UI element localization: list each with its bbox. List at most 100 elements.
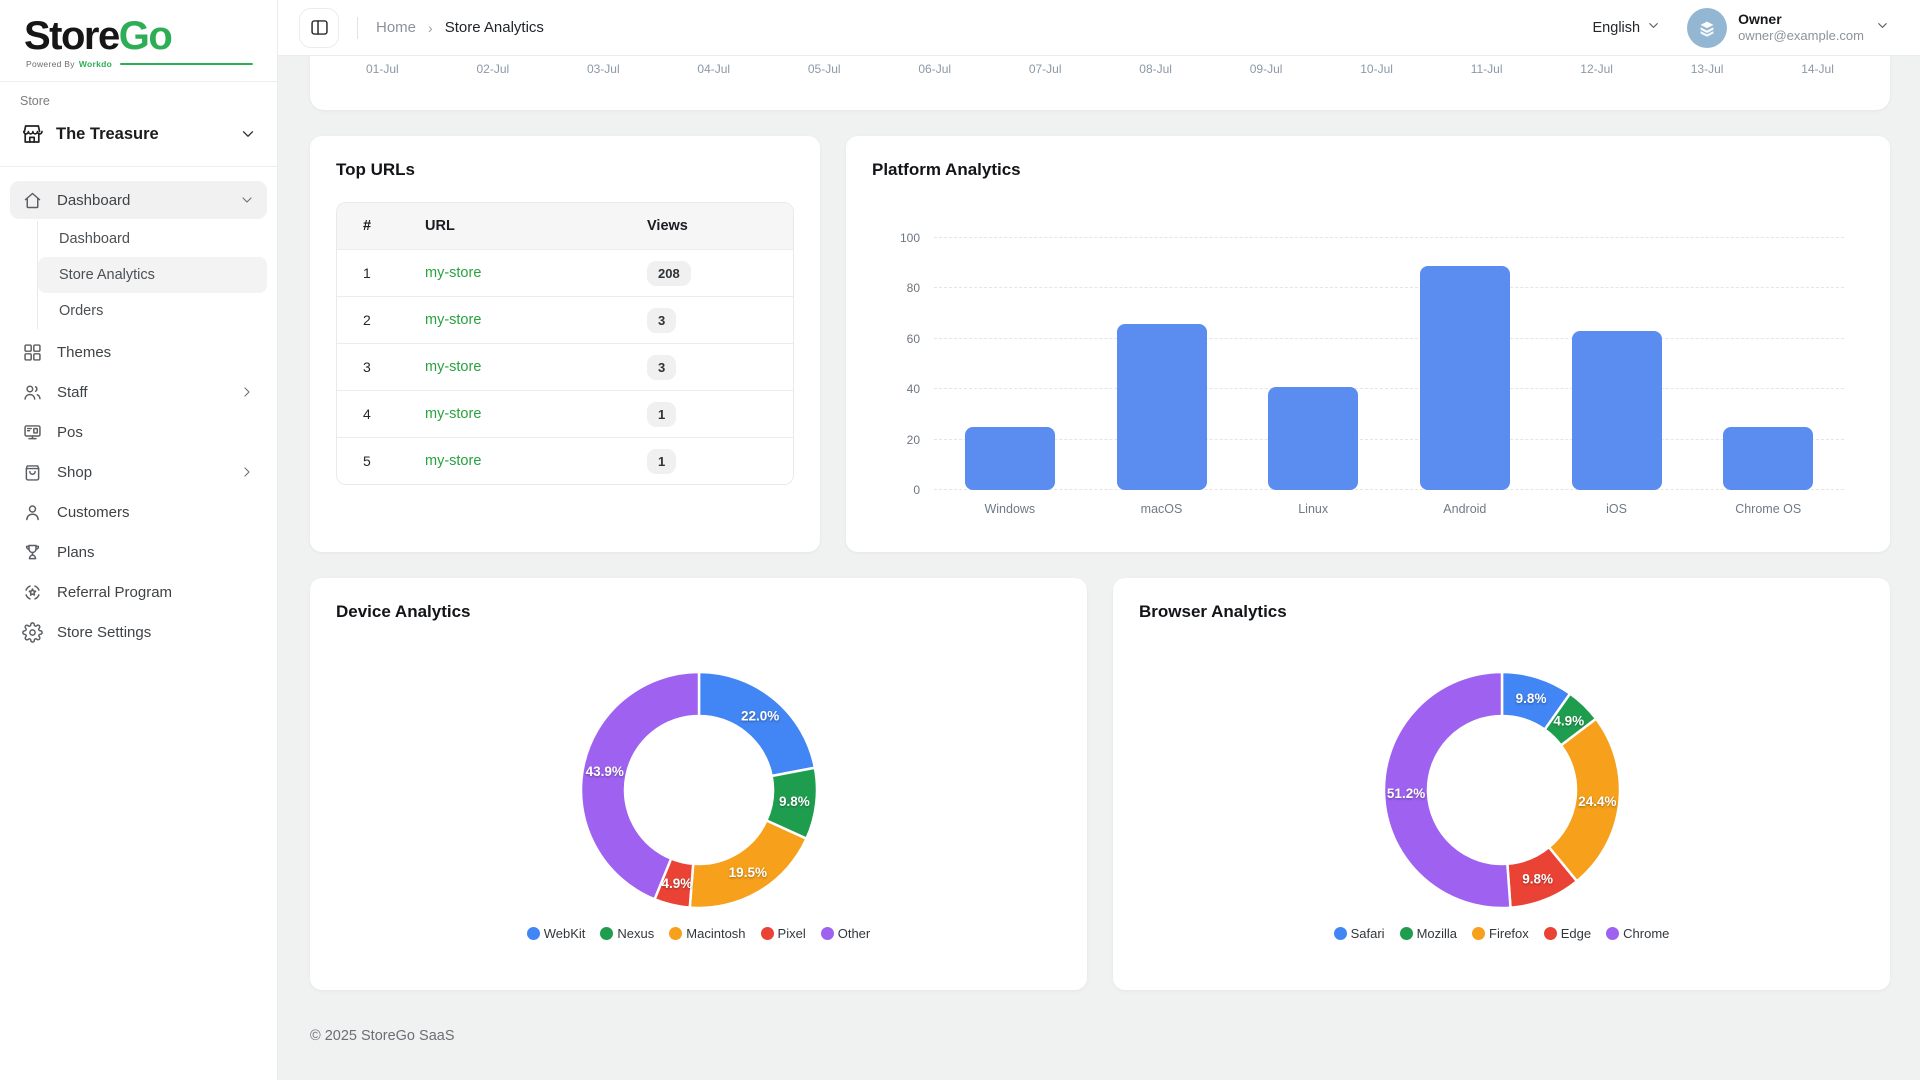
top-header: Home › Store Analytics English Owner own…: [278, 0, 1920, 56]
donut-segment-webkit[interactable]: [697, 670, 816, 778]
chevron-down-icon: [1646, 18, 1661, 37]
breadcrumb: Home › Store Analytics: [376, 19, 544, 36]
breadcrumb-current: Store Analytics: [444, 19, 544, 36]
table-row: 5 my-store 1: [337, 437, 793, 484]
url-link[interactable]: my-store: [425, 406, 482, 422]
legend-label: Pixel: [777, 926, 806, 941]
legend-item-edge[interactable]: Edge: [1543, 926, 1591, 941]
url-link[interactable]: my-store: [425, 453, 482, 469]
donut-data-label: 4.9%: [1553, 714, 1584, 729]
browser-donut-chart: 9.8% 4.9% 24.4% 9.8% 51.2%: [1139, 670, 1864, 910]
url-link[interactable]: my-store: [425, 312, 482, 328]
chevron-right-icon: [239, 464, 255, 480]
legend-item-other[interactable]: Other: [820, 926, 870, 941]
sidebar-subitem-dashboard[interactable]: Dashboard: [59, 231, 130, 247]
sidebar-item-dashboard[interactable]: Dashboard: [10, 181, 267, 219]
donut-data-label: 24.4%: [1578, 794, 1616, 809]
gridline: 20: [907, 433, 1844, 447]
y-axis-tick: 60: [906, 331, 920, 346]
x-axis-tick: 06-Jul: [918, 62, 952, 76]
sidebar-item-shop[interactable]: Shop: [10, 453, 267, 491]
legend-item-chrome[interactable]: Chrome: [1606, 926, 1669, 941]
url-link[interactable]: my-store: [425, 359, 482, 375]
bar-windows: [964, 427, 1055, 490]
legend-label: WebKit: [543, 926, 586, 941]
bar-android: [1419, 265, 1510, 490]
store-selector[interactable]: The Treasure: [20, 120, 257, 156]
legend-item-firefox[interactable]: Firefox: [1472, 926, 1529, 941]
bar-macos: [1116, 323, 1207, 490]
donut-data-label: 51.2%: [1386, 786, 1424, 801]
brand-logo[interactable]: StoreGo Powered By Workdo: [0, 0, 277, 81]
sidebar-item-staff[interactable]: Staff: [10, 373, 267, 411]
sidebar-item-pos[interactable]: Pos: [10, 413, 267, 451]
gridline: 60: [907, 332, 1844, 346]
x-axis-tick: 02-Jul: [476, 62, 510, 76]
legend-item-nexus[interactable]: Nexus: [600, 926, 654, 941]
y-axis-tick: 80: [906, 281, 920, 296]
language-selector[interactable]: English: [1593, 18, 1662, 37]
legend-item-pixel[interactable]: Pixel: [760, 926, 806, 941]
bar-chrome-os: [1723, 427, 1814, 490]
x-axis-category: macOS: [1140, 502, 1183, 516]
legend-item-macintosh[interactable]: Macintosh: [669, 926, 746, 941]
sidebar-nav: Dashboard Dashboard Store Analytics Orders T…: [0, 167, 277, 651]
device-analytics-card: Device Analytics 22.0% 9.8% 19.5% 4.9% 43.9%…: [310, 578, 1087, 990]
donut-data-label: 9.8%: [1522, 872, 1553, 887]
legend-label: Mozilla: [1416, 926, 1458, 941]
device-analytics-title: Device Analytics: [336, 602, 471, 621]
table-row: 1 my-store 208: [337, 249, 793, 296]
sidebar-item-plans[interactable]: Plans: [10, 533, 267, 571]
legend-label: Chrome: [1623, 926, 1670, 941]
sidebar-subitem-store-analytics[interactable]: Store Analytics: [38, 257, 267, 293]
table-row: 3 my-store 3: [337, 343, 793, 390]
powered-brand-label: Workdo: [78, 59, 113, 69]
device-chart-legend: WebKit Nexus Macintosh Pixel Other: [336, 926, 1061, 941]
sidebar-item-customers[interactable]: Customers: [10, 493, 267, 531]
donut-data-label: 22.0%: [741, 708, 779, 723]
donut-segment-chrome[interactable]: [1382, 670, 1512, 910]
donut-data-label: 9.8%: [1515, 691, 1546, 706]
sidebar-item-store-settings[interactable]: Store Settings: [10, 613, 267, 651]
logo-underline: [120, 63, 253, 65]
legend-dot: [760, 927, 774, 940]
legend-item-webkit[interactable]: WebKit: [526, 926, 586, 941]
row-url: my-store: [425, 359, 647, 375]
x-axis-tick: 07-Jul: [1028, 62, 1062, 76]
row-views: 208: [647, 260, 793, 286]
home-icon: [22, 190, 43, 211]
profile-name: Owner: [1738, 10, 1782, 27]
store-section-label: Store: [20, 94, 50, 108]
legend-label: Firefox: [1489, 926, 1529, 941]
row-url: my-store: [425, 312, 647, 328]
url-link[interactable]: my-store: [425, 265, 482, 281]
user-icon: [22, 502, 43, 523]
legend-dot: [1399, 927, 1413, 940]
x-axis-date-labels: 01-Jul 02-Jul 03-Jul 04-Jul 05-Jul 06-Jul 07-J…: [366, 62, 1834, 76]
sidebar-item-referral-program[interactable]: Referral Program: [10, 573, 267, 611]
row-rank: 4: [363, 406, 371, 422]
legend-dot: [669, 927, 683, 940]
bar-slot: [1237, 238, 1389, 490]
breadcrumb-separator-icon: ›: [428, 19, 433, 36]
sidebar-subitem-orders[interactable]: Orders: [59, 303, 104, 319]
legend-item-safari[interactable]: Safari: [1333, 926, 1385, 941]
profile-menu[interactable]: Owner owner@example.com: [1687, 7, 1890, 48]
sidebar-item-label: Customers: [57, 503, 130, 521]
sidebar-item-themes[interactable]: Themes: [10, 333, 267, 371]
row-rank: 2: [363, 312, 371, 328]
visitors-chart-card-bottom: 01-Jul 02-Jul 03-Jul 04-Jul 05-Jul 06-Jul 07-J…: [310, 56, 1890, 110]
users-icon: [22, 382, 43, 403]
pos-icon: [22, 422, 43, 443]
legend-dot: [1333, 927, 1347, 940]
store-name: The Treasure: [56, 124, 159, 143]
breadcrumb-home-link[interactable]: Home: [376, 19, 417, 36]
x-axis-category: Linux: [1298, 502, 1329, 516]
sidebar-toggle-button[interactable]: [299, 7, 339, 48]
legend-item-mozilla[interactable]: Mozilla: [1399, 926, 1458, 941]
avatar: [1687, 7, 1728, 48]
sidebar-submenu: Dashboard Store Analytics Orders: [37, 221, 277, 329]
bar-slot: [1541, 238, 1693, 490]
donut-segment-other[interactable]: [579, 670, 700, 901]
x-axis-category: Android: [1443, 502, 1487, 516]
